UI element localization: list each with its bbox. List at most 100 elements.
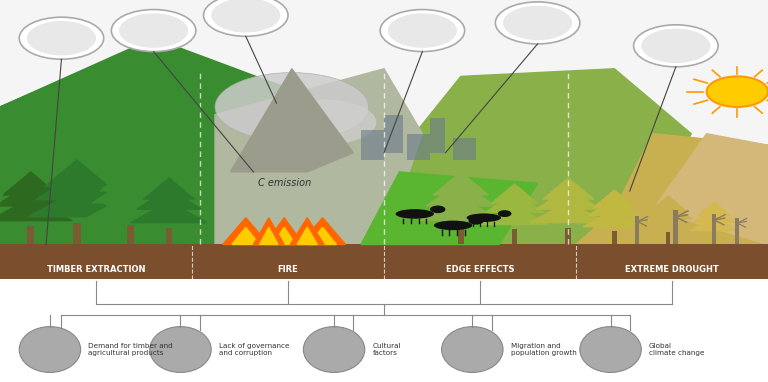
Ellipse shape [434, 221, 472, 230]
Polygon shape [101, 166, 161, 191]
Text: C emission: C emission [257, 178, 311, 188]
Circle shape [634, 25, 718, 67]
Polygon shape [0, 38, 384, 244]
Polygon shape [45, 160, 109, 187]
FancyBboxPatch shape [407, 134, 430, 160]
FancyBboxPatch shape [712, 214, 717, 244]
Text: TIMBER EXTRACTION: TIMBER EXTRACTION [47, 265, 145, 274]
FancyBboxPatch shape [430, 118, 445, 153]
Circle shape [211, 0, 280, 32]
Polygon shape [576, 134, 768, 244]
Polygon shape [28, 190, 125, 217]
FancyBboxPatch shape [73, 223, 81, 244]
Circle shape [111, 10, 196, 52]
Text: FIRE: FIRE [277, 265, 299, 274]
FancyBboxPatch shape [28, 226, 34, 244]
FancyBboxPatch shape [166, 228, 172, 244]
Polygon shape [690, 217, 739, 231]
Polygon shape [433, 172, 488, 195]
Text: EXTREME DROUGHT: EXTREME DROUGHT [625, 265, 719, 274]
Text: Demand for timber and
agricultural products: Demand for timber and agricultural produ… [88, 343, 173, 356]
Polygon shape [232, 227, 260, 244]
Polygon shape [253, 218, 284, 244]
Polygon shape [3, 172, 58, 195]
Polygon shape [492, 184, 538, 203]
FancyBboxPatch shape [612, 231, 617, 244]
Polygon shape [641, 213, 696, 228]
Polygon shape [361, 172, 538, 244]
Polygon shape [309, 227, 336, 244]
Text: Lack of governance
and corruption: Lack of governance and corruption [219, 343, 290, 356]
Polygon shape [300, 218, 346, 244]
Ellipse shape [19, 327, 81, 372]
FancyBboxPatch shape [666, 232, 670, 244]
Polygon shape [223, 218, 269, 244]
Polygon shape [584, 209, 645, 227]
Circle shape [641, 29, 710, 63]
FancyBboxPatch shape [0, 0, 768, 275]
Polygon shape [419, 198, 502, 221]
Circle shape [119, 13, 188, 48]
Text: Global
climate change: Global climate change [649, 343, 704, 356]
Polygon shape [93, 178, 168, 203]
Circle shape [430, 206, 445, 213]
Polygon shape [694, 209, 735, 222]
Polygon shape [137, 188, 201, 209]
Polygon shape [645, 204, 691, 219]
FancyBboxPatch shape [713, 234, 716, 244]
Circle shape [204, 0, 288, 36]
Polygon shape [0, 57, 230, 244]
Circle shape [380, 10, 465, 52]
Circle shape [27, 21, 96, 55]
Circle shape [19, 17, 104, 59]
Ellipse shape [150, 327, 211, 372]
Polygon shape [215, 69, 422, 244]
Polygon shape [0, 198, 72, 221]
FancyBboxPatch shape [736, 218, 739, 244]
Polygon shape [588, 198, 641, 215]
Ellipse shape [269, 99, 376, 145]
Ellipse shape [215, 73, 369, 141]
Polygon shape [653, 134, 768, 244]
Text: EDGE EFFECTS: EDGE EFFECTS [445, 265, 515, 274]
Polygon shape [260, 227, 278, 244]
Text: Cultural
factors: Cultural factors [372, 343, 401, 356]
Ellipse shape [466, 214, 501, 222]
Polygon shape [536, 188, 601, 209]
Circle shape [468, 217, 484, 225]
Ellipse shape [580, 327, 641, 372]
Polygon shape [290, 218, 324, 244]
Circle shape [503, 6, 572, 40]
FancyBboxPatch shape [384, 115, 403, 153]
Circle shape [498, 210, 511, 217]
Polygon shape [384, 69, 691, 244]
Polygon shape [530, 202, 607, 223]
FancyBboxPatch shape [127, 225, 134, 244]
Polygon shape [86, 194, 175, 219]
Polygon shape [297, 227, 317, 244]
Polygon shape [273, 227, 296, 244]
FancyBboxPatch shape [674, 210, 678, 244]
Text: Migration and
population growth: Migration and population growth [511, 343, 577, 356]
Circle shape [388, 13, 457, 48]
FancyBboxPatch shape [453, 138, 476, 160]
FancyBboxPatch shape [512, 229, 518, 244]
Polygon shape [36, 173, 118, 199]
Polygon shape [594, 190, 635, 207]
FancyBboxPatch shape [635, 216, 640, 244]
FancyBboxPatch shape [458, 226, 464, 244]
Polygon shape [144, 178, 194, 199]
Polygon shape [131, 202, 207, 223]
Polygon shape [425, 183, 496, 206]
FancyBboxPatch shape [565, 228, 571, 244]
Polygon shape [265, 218, 303, 244]
Polygon shape [698, 202, 730, 215]
FancyBboxPatch shape [361, 130, 384, 160]
Polygon shape [480, 206, 549, 225]
Polygon shape [230, 69, 353, 172]
FancyBboxPatch shape [0, 244, 768, 279]
Polygon shape [650, 196, 687, 212]
Ellipse shape [303, 327, 365, 372]
Ellipse shape [396, 209, 434, 219]
Polygon shape [543, 178, 594, 199]
